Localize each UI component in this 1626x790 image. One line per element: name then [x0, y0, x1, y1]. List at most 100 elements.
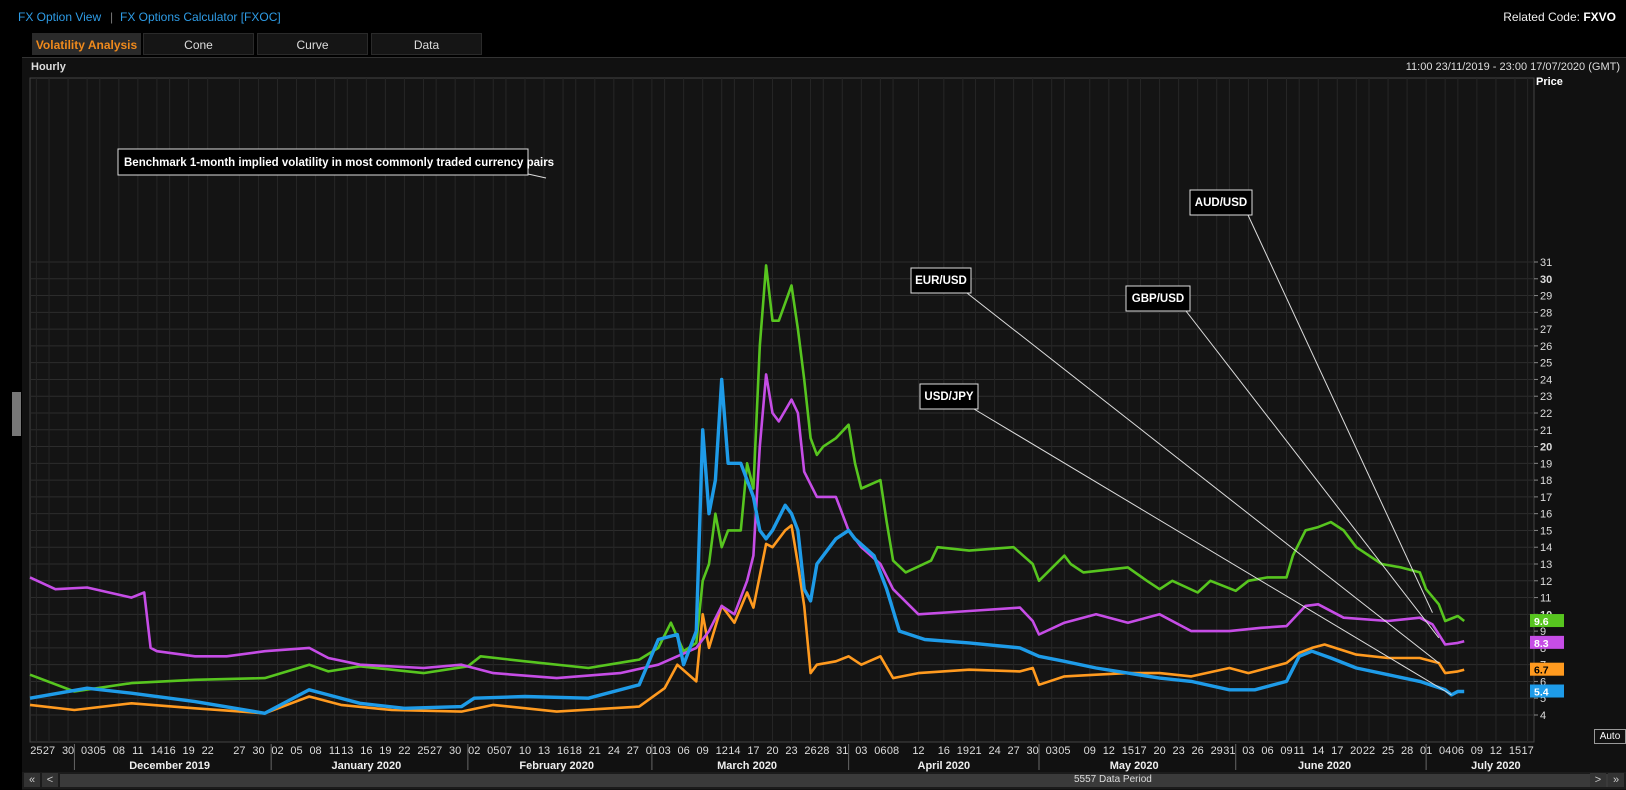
last-value-tag [1530, 635, 1564, 649]
y-tick-label: 5 [1540, 693, 1546, 705]
x-tick-label: 30 [449, 745, 461, 757]
x-tick-label: 28 [817, 745, 829, 757]
series-label-box [1189, 189, 1253, 216]
y-tick-label: 4 [1540, 710, 1546, 722]
last-value-label: 5.4 [1534, 687, 1549, 699]
x-tick-label: 03 [81, 745, 93, 757]
tab-cone[interactable]: Cone [143, 33, 254, 55]
scroll-next-button[interactable]: > [1590, 773, 1606, 787]
x-tick-label: 23 [785, 745, 797, 757]
x-tick-label: 12 [716, 745, 728, 757]
x-tick-label: 03 [1242, 745, 1254, 757]
y-tick-label: 30 [1540, 274, 1552, 286]
y-tick-label: 15 [1540, 525, 1552, 537]
y-tick-label: 6 [1540, 676, 1546, 688]
x-tick-label: 16 [163, 745, 175, 757]
x-tick-label: 13 [538, 745, 550, 757]
x-tick-label: 20 [1350, 745, 1362, 757]
x-tick-label: 06 [874, 745, 886, 757]
y-tick-label: 27 [1540, 324, 1552, 336]
side-panel-toggle[interactable] [12, 392, 21, 436]
y-tick-label: 23 [1540, 391, 1552, 403]
last-value-label: 6.7 [1534, 665, 1549, 677]
x-tick-label: 02 [468, 745, 480, 757]
y-tick-label: 28 [1540, 307, 1552, 319]
y-tick-label: 12 [1540, 576, 1552, 588]
series-label-pointer [1247, 214, 1433, 613]
fx-option-view-link[interactable]: FX Option View [18, 10, 102, 24]
month-label: July 2020 [1471, 760, 1521, 772]
scroll-thumb[interactable] [60, 774, 1608, 787]
x-tick-label: 02 [271, 745, 283, 757]
x-tick-label: 09 [697, 745, 709, 757]
series-label: GBP/USD [1132, 293, 1184, 305]
x-tick-label: 06 [678, 745, 690, 757]
x-tick-label: 30 [1027, 745, 1039, 757]
series-label: USD/JPY [924, 391, 974, 403]
x-tick-label: 31 [1223, 745, 1235, 757]
x-tick-label: 03 [658, 745, 670, 757]
frequency-label[interactable]: Hourly [31, 61, 66, 73]
y-tick-label: 22 [1540, 408, 1552, 420]
x-tick-label: 09 [1471, 745, 1483, 757]
scroll-end-button[interactable]: » [1608, 773, 1624, 787]
auto-scale-button[interactable]: Auto [1594, 729, 1626, 744]
series-label-pointer [966, 292, 1440, 664]
x-tick-label: 11 [1293, 745, 1304, 757]
x-tick-label: 09 [1084, 745, 1096, 757]
month-label: December 2019 [129, 760, 210, 772]
fx-options-calculator-link[interactable]: FX Options Calculator [FXOC] [120, 10, 281, 24]
x-tick-label: 03 [855, 745, 867, 757]
x-tick-label: 22 [1363, 745, 1375, 757]
series-line-aud-usd [29, 264, 1466, 693]
x-tick-label: 25 [30, 745, 42, 757]
x-tick-label: 16 [557, 745, 569, 757]
tab-data[interactable]: Data [371, 33, 482, 55]
annotation-pointer [527, 173, 547, 179]
y-tick-label: 9 [1540, 626, 1546, 638]
x-tick-label: 16 [360, 745, 372, 757]
y-tick-label: 31 [1540, 257, 1552, 269]
tab-curve[interactable]: Curve [257, 33, 368, 55]
scroll-prev-button[interactable]: < [42, 773, 58, 787]
y-tick-label: 25 [1540, 358, 1552, 370]
y-tick-label: 20 [1540, 442, 1552, 454]
x-tick-label: 20 [766, 745, 778, 757]
x-tick-label: 26 [804, 745, 816, 757]
scroll-start-button[interactable]: « [24, 773, 40, 787]
related-code-value[interactable]: FXVO [1583, 10, 1616, 24]
x-tick-label: 14 [728, 745, 740, 757]
x-tick-label: 17 [747, 745, 759, 757]
month-label: March 2020 [717, 760, 777, 772]
series-line-eur-usd [29, 373, 1465, 680]
x-tick-label: 11 [329, 745, 340, 757]
series-line-gbp-usd [29, 524, 1465, 715]
x-tick-label: 05 [290, 745, 302, 757]
last-value-tag [1530, 684, 1564, 698]
x-tick-label: 14 [1312, 745, 1324, 757]
tab-volatility-analysis[interactable]: Volatility Analysis [32, 33, 141, 55]
y-tick-label: 26 [1540, 341, 1552, 353]
x-tick-label: 25 [1382, 745, 1394, 757]
time-scrollbar[interactable]: « < 5557 Data Period > » [22, 772, 1626, 789]
x-tick-label: 31 [836, 745, 848, 757]
x-tick-label: 08 [887, 745, 899, 757]
header-separator: | [110, 10, 114, 24]
series-label-box [1125, 285, 1191, 312]
x-tick-label: 24 [988, 745, 1000, 757]
series-label-box [910, 267, 972, 294]
month-label: June 2020 [1298, 760, 1351, 772]
x-tick-label: 15 [1122, 745, 1134, 757]
x-tick-label: 16 [938, 745, 950, 757]
y-tick-label: 8 [1540, 643, 1546, 655]
x-tick-label: 13 [341, 745, 353, 757]
x-tick-label: 17 [1134, 745, 1146, 757]
y-tick-label: 13 [1540, 559, 1552, 571]
x-tick-label: 30 [62, 745, 74, 757]
x-tick-label: 23 [1172, 745, 1184, 757]
y-tick-label: 16 [1540, 509, 1552, 521]
x-tick-label: 20 [1153, 745, 1165, 757]
y-tick-label: 14 [1540, 542, 1552, 554]
period-label: 11:00 23/11/2019 - 23:00 17/07/2020 (GMT… [1405, 61, 1620, 73]
